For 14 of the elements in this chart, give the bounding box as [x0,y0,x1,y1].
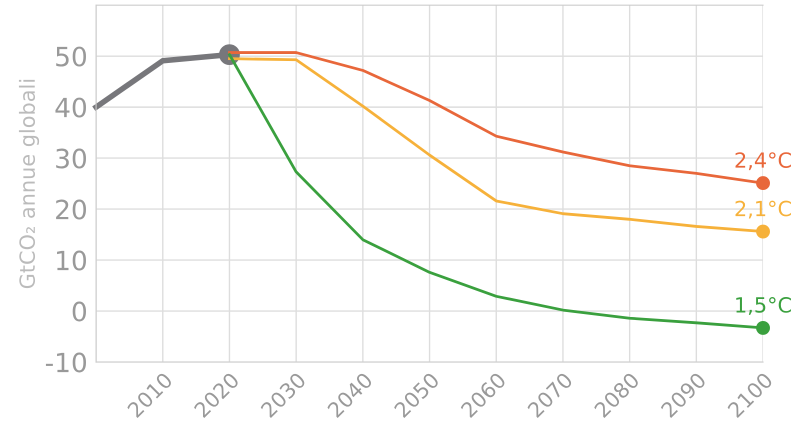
point [756,224,770,238]
point [756,176,770,190]
y-axis-title: GtCO₂ annue globali [18,80,40,288]
y-tick-label: 10 [57,250,86,270]
series-label: 1,5°C [736,297,791,315]
y-tick-label: 30 [56,148,86,169]
y-tick-label: 0 [72,302,86,322]
y-tick-label: 50 [56,46,86,67]
series-label: 2,1°C [736,200,791,219]
y-tick-label: 40 [55,98,86,118]
series-label: 2,4°C [736,152,791,170]
y-tick-label: 20 [56,200,86,220]
y-tick-label: -10 [46,352,86,372]
point [756,320,770,335]
